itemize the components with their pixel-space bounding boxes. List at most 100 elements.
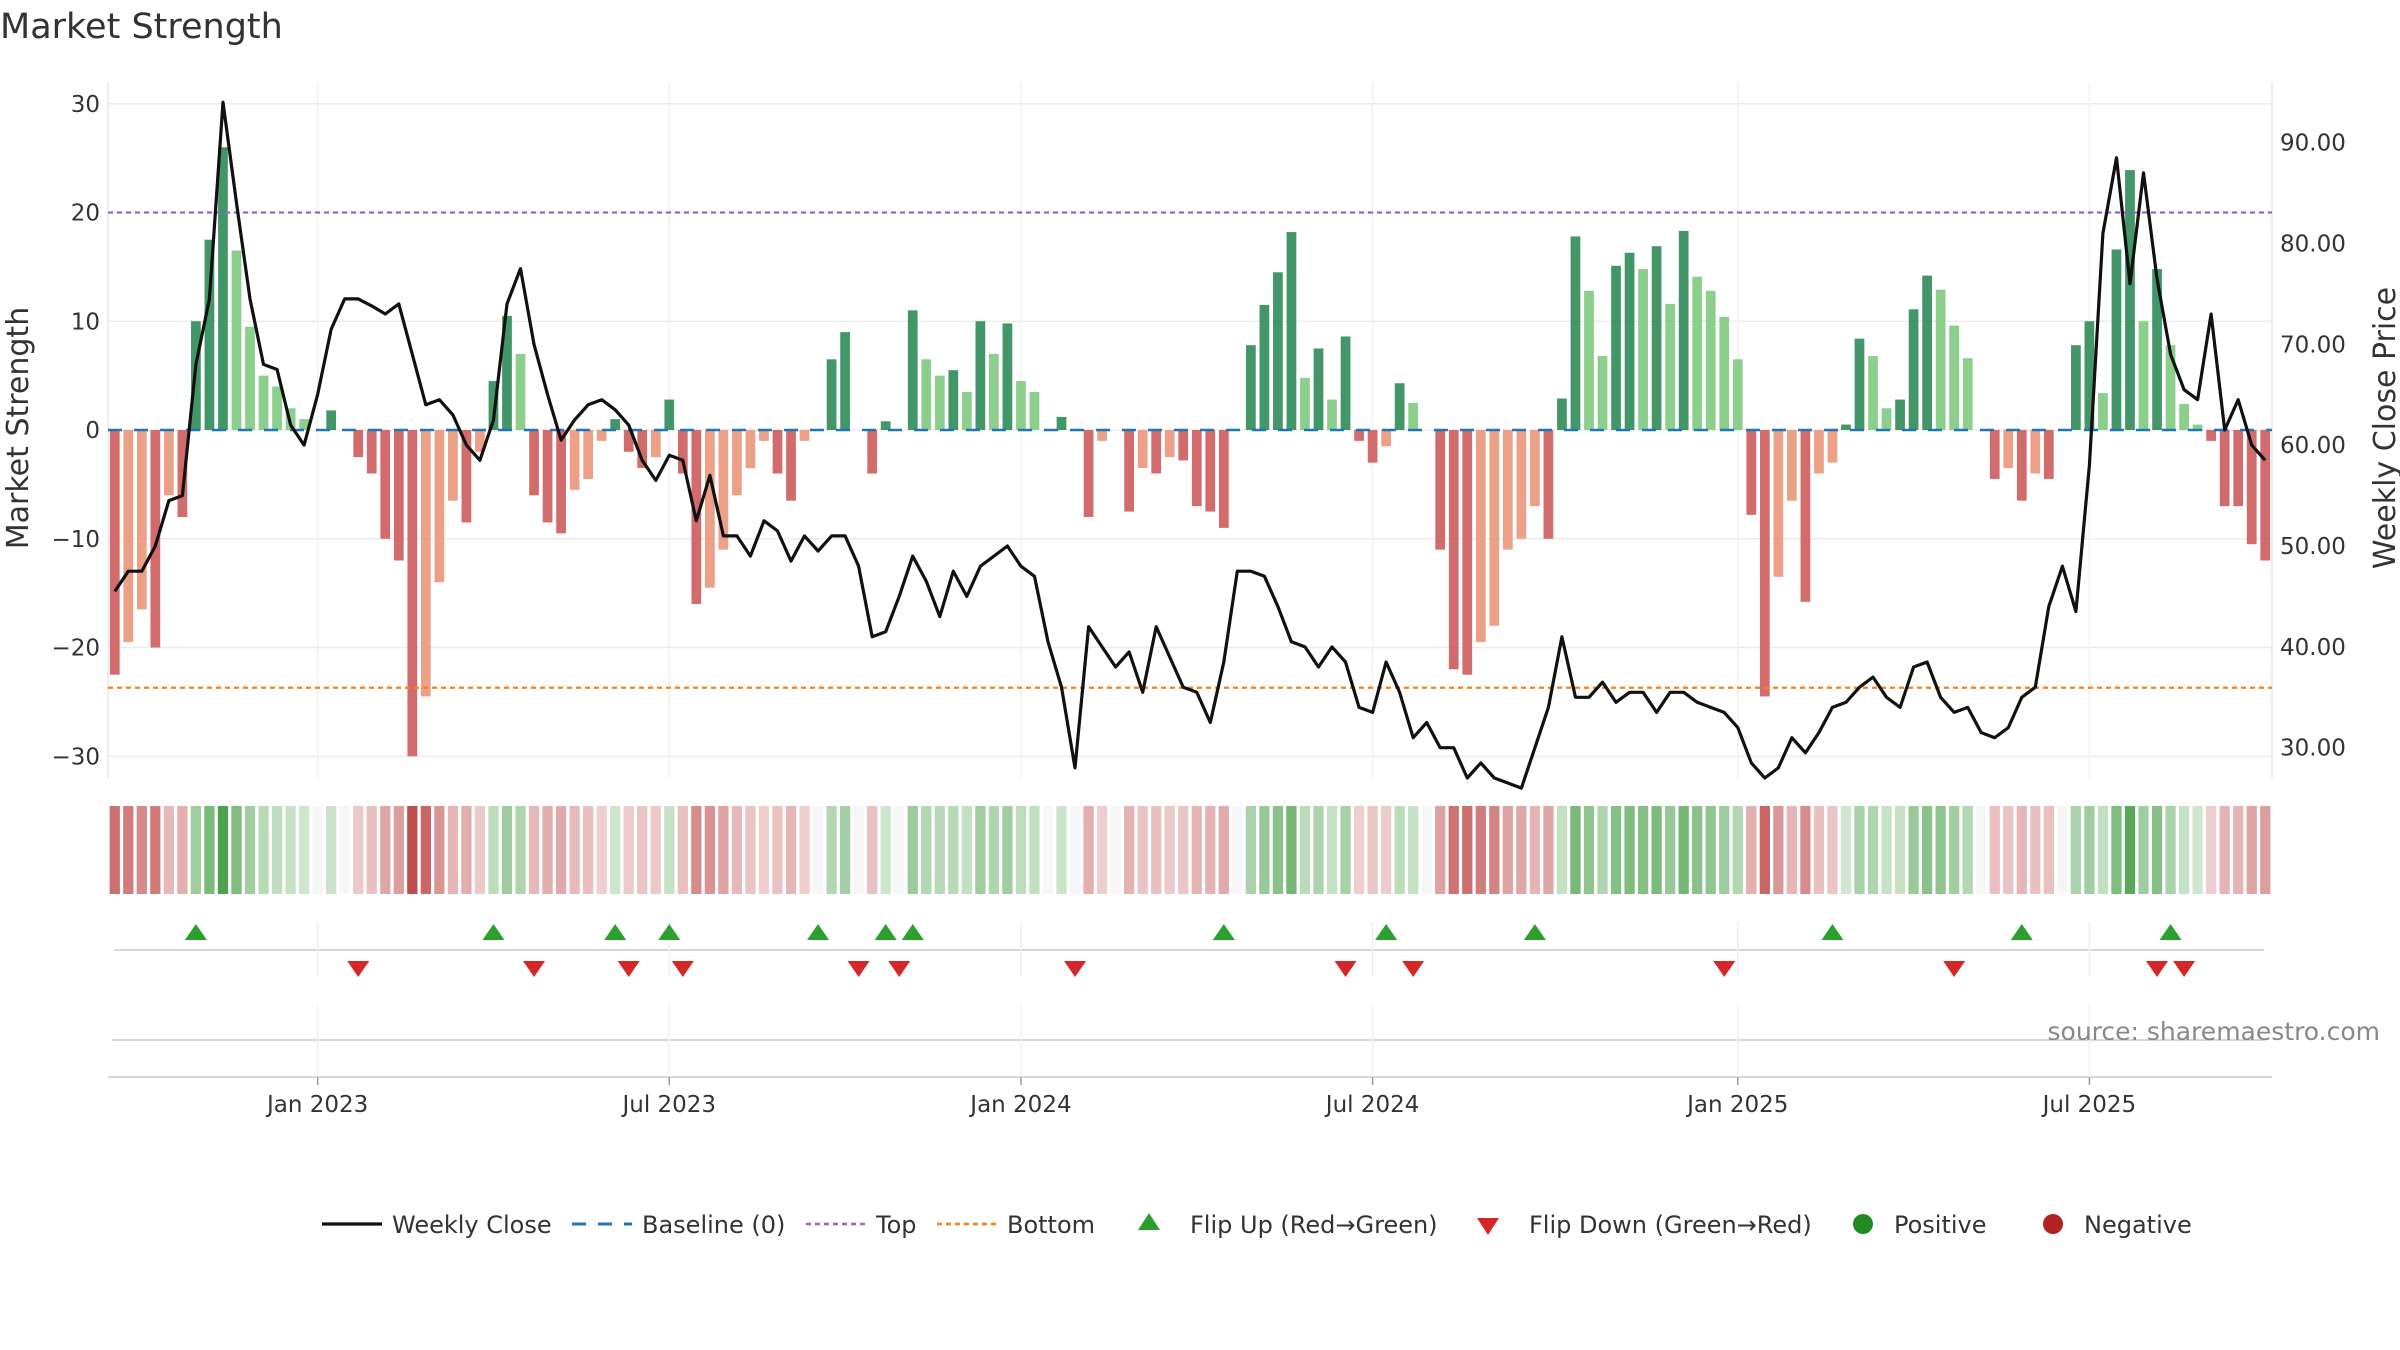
strip-cell (745, 806, 756, 894)
strip-cell (326, 806, 337, 894)
strength-bar (1759, 430, 1770, 697)
flip-up-marker (1375, 924, 1398, 940)
legend-label: Weekly Close (392, 1211, 552, 1239)
strip-cell (894, 806, 905, 894)
strip-cell (1394, 806, 1405, 894)
flip-down-marker (1064, 961, 1087, 977)
strip-cell (393, 806, 404, 894)
strength-bar (1935, 289, 1946, 430)
strip-cell (1286, 806, 1297, 894)
strength-bar (1678, 230, 1689, 430)
strength-bar (1273, 272, 1283, 430)
strength-bar (529, 430, 539, 496)
strip-cell (123, 806, 134, 894)
strength-bar (1462, 430, 1473, 675)
strength-bar (1029, 391, 1040, 430)
flip-up-marker (1212, 924, 1235, 940)
legend-item: Negative (2043, 1211, 2192, 1239)
strength-bar (664, 399, 675, 430)
x-tick-label: Jan 2024 (968, 1092, 1071, 1118)
strength-bar (1394, 383, 1405, 430)
left-tick-label: 10 (71, 309, 100, 335)
strip-cell (2003, 806, 2014, 894)
strip-cell (1205, 806, 1216, 894)
strip-cell (380, 806, 391, 894)
strength-bar (393, 430, 404, 561)
strength-bar (1354, 430, 1364, 441)
strength-bar (1340, 336, 1351, 430)
strip-cell (988, 806, 1000, 894)
flip-up-marker (901, 924, 924, 940)
strip-cell (1475, 806, 1486, 894)
strip-cell (596, 806, 607, 894)
right-tick-label: 90.00 (2280, 131, 2346, 157)
strip-cell (582, 806, 594, 894)
strip-cell (2233, 806, 2244, 894)
right-tick-label: 50.00 (2280, 534, 2346, 560)
strength-bar (1218, 430, 1229, 528)
strength-bar (542, 430, 553, 523)
strength-bar (136, 430, 147, 610)
weekly-close-series (113, 100, 2267, 790)
strip-cell (1326, 806, 1338, 894)
strength-bar (2003, 430, 2014, 469)
strip-cell (1123, 806, 1135, 894)
legend-flip-up-swatch (1138, 1213, 1160, 1230)
strip-cell (163, 806, 175, 894)
strength-bar (2192, 424, 2203, 430)
strip-cell (298, 806, 310, 894)
strength-bar (556, 430, 566, 534)
strength-bar (204, 239, 215, 430)
strip-cell (2097, 806, 2109, 894)
strip-cell (1340, 806, 1351, 894)
strip-cell (758, 806, 770, 894)
flip-up-marker (658, 924, 681, 940)
strip-cell (555, 806, 567, 894)
strength-bar (1597, 356, 1608, 430)
strength-bar (623, 430, 634, 452)
legend-label: Flip Down (Green→Red) (1529, 1211, 1812, 1239)
strength-bar (272, 386, 282, 430)
strength-bar (123, 430, 134, 643)
flip-up-marker (807, 924, 830, 940)
strip-cell (1840, 806, 1852, 894)
strength-bar (921, 359, 932, 430)
strip-cell (1164, 806, 1175, 894)
strip-cell (1137, 806, 1148, 894)
reference-lines (108, 211, 2272, 689)
strip-cell (1408, 806, 1419, 894)
strength-bar (502, 315, 512, 430)
strength-bar (2233, 430, 2244, 507)
left-axis-label: Market Strength (1, 307, 36, 549)
strength-bar (1191, 430, 1202, 507)
strength-bar (1489, 430, 1500, 626)
strength-bar (826, 359, 837, 430)
strip-cell (2219, 806, 2230, 894)
strip-cell (2043, 806, 2054, 894)
strip-cell (799, 806, 810, 894)
strip-cell (1380, 806, 1392, 894)
flip-up-marker (1523, 924, 1546, 940)
strength-bar (759, 430, 769, 441)
strength-bar (637, 430, 648, 469)
strength-bar (231, 250, 242, 430)
strip-cell (2246, 806, 2257, 894)
strength-bar (650, 430, 661, 458)
strength-bar (177, 430, 188, 517)
legend-item: Baseline (0) (572, 1211, 785, 1239)
strip-cell (1462, 806, 1473, 894)
strip-cell (1096, 806, 1108, 894)
strength-bar (1557, 398, 1567, 430)
strip-cell (1435, 806, 1446, 894)
strip-cell (1448, 806, 1459, 894)
strip-cell (2151, 806, 2163, 894)
strip-cell (867, 806, 878, 894)
strip-cell (1921, 806, 1933, 894)
strength-bar (867, 430, 878, 474)
strip-cell (1705, 806, 1716, 894)
legend-item: Bottom (937, 1211, 1095, 1239)
strength-bar (989, 353, 999, 430)
strength-bar (2084, 321, 2095, 430)
strength-bar (2179, 403, 2189, 430)
